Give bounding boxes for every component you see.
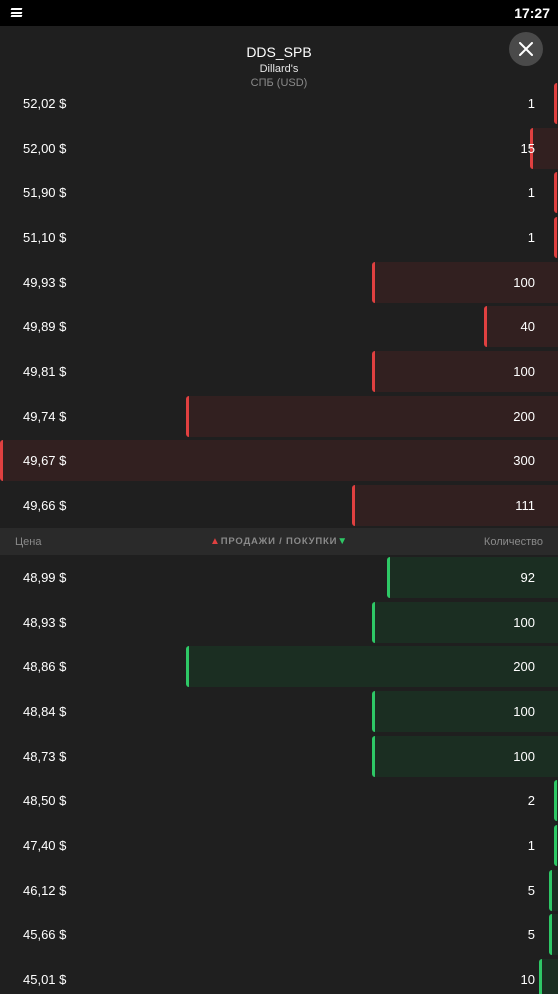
quantity-column-header: Количество <box>483 536 543 548</box>
close-button[interactable] <box>509 32 543 66</box>
bid-price: 45,01 $ <box>23 971 67 987</box>
bid-price: 48,84 $ <box>23 703 67 719</box>
bid-price: 48,73 $ <box>23 748 67 764</box>
ask-quantity: 100 <box>513 363 535 379</box>
ask-volume-bar <box>530 127 558 169</box>
bid-price: 48,86 $ <box>23 659 67 675</box>
ask-quantity: 200 <box>513 408 535 424</box>
ask-quantity: 1 <box>527 96 535 111</box>
bid-row[interactable]: 48,50 $ 2 <box>0 780 558 822</box>
ask-price: 51,10 $ <box>23 229 67 245</box>
ask-volume-bar <box>554 172 558 214</box>
bid-quantity: 100 <box>513 703 535 719</box>
bid-volume-bar <box>554 824 558 866</box>
ask-row[interactable]: 51,10 $ 1 <box>0 216 558 258</box>
close-icon <box>519 42 533 56</box>
bid-row[interactable]: 45,01 $ 10 <box>0 958 558 994</box>
notification-icon <box>10 8 23 17</box>
ask-row[interactable]: 51,90 $ 1 <box>0 172 558 214</box>
bid-quantity: 200 <box>513 659 535 675</box>
ask-quantity: 111 <box>515 497 535 513</box>
status-time: 17:27 <box>514 5 550 21</box>
bid-quantity: 5 <box>527 927 535 943</box>
ask-row[interactable]: 52,02 $ 1 <box>0 83 558 124</box>
bid-volume-bar <box>186 646 558 688</box>
ask-price: 49,81 $ <box>23 363 67 379</box>
bid-row[interactable]: 48,73 $ 100 <box>0 735 558 777</box>
ask-row[interactable]: 52,00 $ 15 <box>0 127 558 169</box>
ask-price: 49,74 $ <box>23 408 67 424</box>
ticker-title: DDS_SPB <box>246 44 312 60</box>
bid-volume-bar <box>548 869 558 911</box>
ask-price: 49,67 $ <box>23 453 67 469</box>
ask-row[interactable]: 49,74 $ 200 <box>0 395 558 437</box>
bid-quantity: 1 <box>527 837 535 853</box>
ask-price: 51,90 $ <box>23 185 67 201</box>
bid-quantity: 100 <box>513 614 535 630</box>
bid-row[interactable]: 45,66 $ 5 <box>0 914 558 956</box>
ask-quantity: 15 <box>520 140 535 156</box>
ask-row[interactable]: 49,67 $ 300 <box>0 440 558 482</box>
ask-price: 52,00 $ <box>23 140 67 156</box>
ask-quantity: 100 <box>513 274 535 290</box>
ask-volume-bar <box>554 83 558 124</box>
bid-price: 48,93 $ <box>23 614 67 630</box>
bid-row[interactable]: 46,12 $ 5 <box>0 869 558 911</box>
bid-row[interactable]: 48,86 $ 200 <box>0 646 558 688</box>
status-bar: 17:27 <box>0 0 558 26</box>
ask-volume-bar <box>372 350 558 392</box>
ask-volume-bar <box>186 395 558 437</box>
bid-row[interactable]: 47,40 $ 1 <box>0 824 558 866</box>
company-name: Dillard's <box>259 63 299 75</box>
bid-row[interactable]: 48,84 $ 100 <box>0 690 558 732</box>
ask-price: 49,93 $ <box>23 274 67 290</box>
ask-quantity: 1 <box>527 185 535 201</box>
sells-buys-label: ПРОДАЖИ / ПОКУПКИ <box>220 536 338 547</box>
sells-buys-header: ▲ПРОДАЖИ / ПОКУПКИ▼ <box>0 536 558 547</box>
ask-row[interactable]: 49,89 $ 40 <box>0 306 558 348</box>
bid-price: 46,12 $ <box>23 882 67 898</box>
instrument-header: DDS_SPB Dillard's СПБ (USD) <box>0 26 558 92</box>
bid-quantity: 2 <box>527 793 535 809</box>
ask-price: 49,89 $ <box>23 319 67 335</box>
bid-row[interactable]: 48,99 $ 92 <box>0 557 558 598</box>
ask-volume-bar <box>351 484 558 526</box>
ask-volume-bar <box>372 261 558 303</box>
price-column-header: Цена <box>15 536 42 548</box>
ask-price: 52,02 $ <box>23 96 67 111</box>
bid-price: 45,66 $ <box>23 927 67 943</box>
bid-quantity: 5 <box>527 882 535 898</box>
bid-volume-bar <box>372 690 558 732</box>
ask-price: 49,66 $ <box>23 497 67 513</box>
bid-volume-bar <box>386 557 558 598</box>
order-book-column-header: Цена ▲ПРОДАЖИ / ПОКУПКИ▼ Количество <box>0 528 558 555</box>
bid-quantity: 92 <box>520 570 535 585</box>
bid-quantity: 10 <box>520 971 535 987</box>
bid-row[interactable]: 48,93 $ 100 <box>0 601 558 643</box>
ask-quantity: 300 <box>513 453 535 469</box>
triangle-down-icon: ▼ <box>337 536 348 547</box>
ask-quantity: 1 <box>527 229 535 245</box>
exchange-label: СПБ (USD) <box>250 77 308 89</box>
bid-quantity: 100 <box>513 748 535 764</box>
bid-volume-bar <box>372 735 558 777</box>
ask-volume-bar <box>483 306 558 348</box>
ask-quantity: 40 <box>520 319 535 335</box>
bid-volume-bar <box>539 958 558 994</box>
ask-volume-bar <box>0 440 558 482</box>
bid-volume-bar <box>372 601 558 643</box>
bid-volume-bar <box>548 914 558 956</box>
ask-volume-bar <box>554 216 558 258</box>
bid-price: 47,40 $ <box>23 837 67 853</box>
bid-volume-bar <box>554 780 558 822</box>
ask-row[interactable]: 49,81 $ 100 <box>0 350 558 392</box>
bid-price: 48,99 $ <box>23 570 67 585</box>
ask-row[interactable]: 49,66 $ 111 <box>0 484 558 526</box>
bid-price: 48,50 $ <box>23 793 67 809</box>
ask-row[interactable]: 49,93 $ 100 <box>0 261 558 303</box>
triangle-up-icon: ▲ <box>210 536 221 547</box>
